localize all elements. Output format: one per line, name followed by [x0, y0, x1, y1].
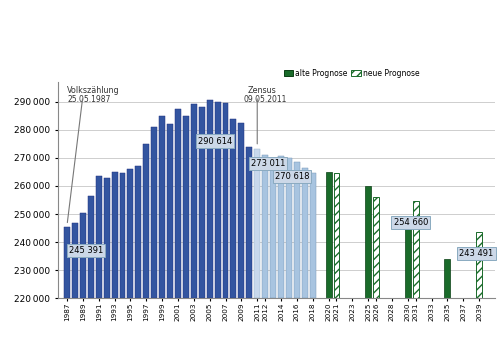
Bar [405, 221, 411, 298]
Bar [136, 166, 141, 298]
Bar [72, 223, 78, 298]
Bar [476, 232, 482, 298]
Bar [112, 172, 117, 298]
Bar [80, 213, 86, 298]
Text: 254 660: 254 660 [394, 218, 428, 227]
Bar [144, 144, 149, 298]
Text: 243 491: 243 491 [460, 249, 494, 258]
Bar [191, 104, 197, 298]
Bar [365, 186, 371, 298]
Text: 270 618: 270 618 [274, 172, 309, 181]
Bar [238, 123, 244, 298]
Text: 245 391: 245 391 [68, 246, 103, 255]
Text: Volkszählung: Volkszählung [67, 86, 120, 95]
Bar [206, 100, 212, 298]
Bar [64, 227, 70, 298]
Bar [151, 127, 157, 298]
Bar [444, 259, 450, 298]
Text: 273 011: 273 011 [251, 159, 286, 168]
Bar [175, 109, 181, 298]
Bar [214, 102, 220, 298]
Bar [310, 173, 316, 298]
Bar [159, 116, 165, 298]
Bar [270, 158, 276, 298]
Text: Zensus: Zensus [248, 86, 276, 95]
Text: Bevölkerungsentwicklung insgesamt: Bevölkerungsentwicklung insgesamt [98, 23, 402, 37]
Bar [88, 196, 94, 298]
Bar [183, 116, 189, 298]
Bar [286, 158, 292, 298]
Text: 290 614: 290 614 [198, 136, 232, 146]
Bar [246, 147, 252, 298]
Bar [334, 173, 340, 298]
Bar [294, 162, 300, 298]
Legend: alte Prognose, neue Prognose: alte Prognose, neue Prognose [284, 69, 420, 78]
Bar [96, 176, 102, 298]
Bar [373, 197, 379, 298]
Text: 09.05.2011: 09.05.2011 [244, 95, 287, 104]
Bar [254, 149, 260, 298]
Bar [199, 107, 204, 298]
Bar [326, 172, 332, 298]
Bar [278, 156, 284, 298]
Bar [128, 169, 134, 298]
Text: im Oberbergischen Kreis zum 31.12.: im Oberbergischen Kreis zum 31.12. [100, 51, 401, 66]
Bar [262, 155, 268, 298]
Bar [230, 119, 236, 298]
Text: 25.05.1987: 25.05.1987 [67, 95, 110, 104]
Bar [104, 178, 110, 298]
Bar [413, 201, 418, 298]
Bar [222, 103, 228, 298]
Bar [167, 124, 173, 298]
Bar [302, 168, 308, 298]
Bar [120, 173, 126, 298]
